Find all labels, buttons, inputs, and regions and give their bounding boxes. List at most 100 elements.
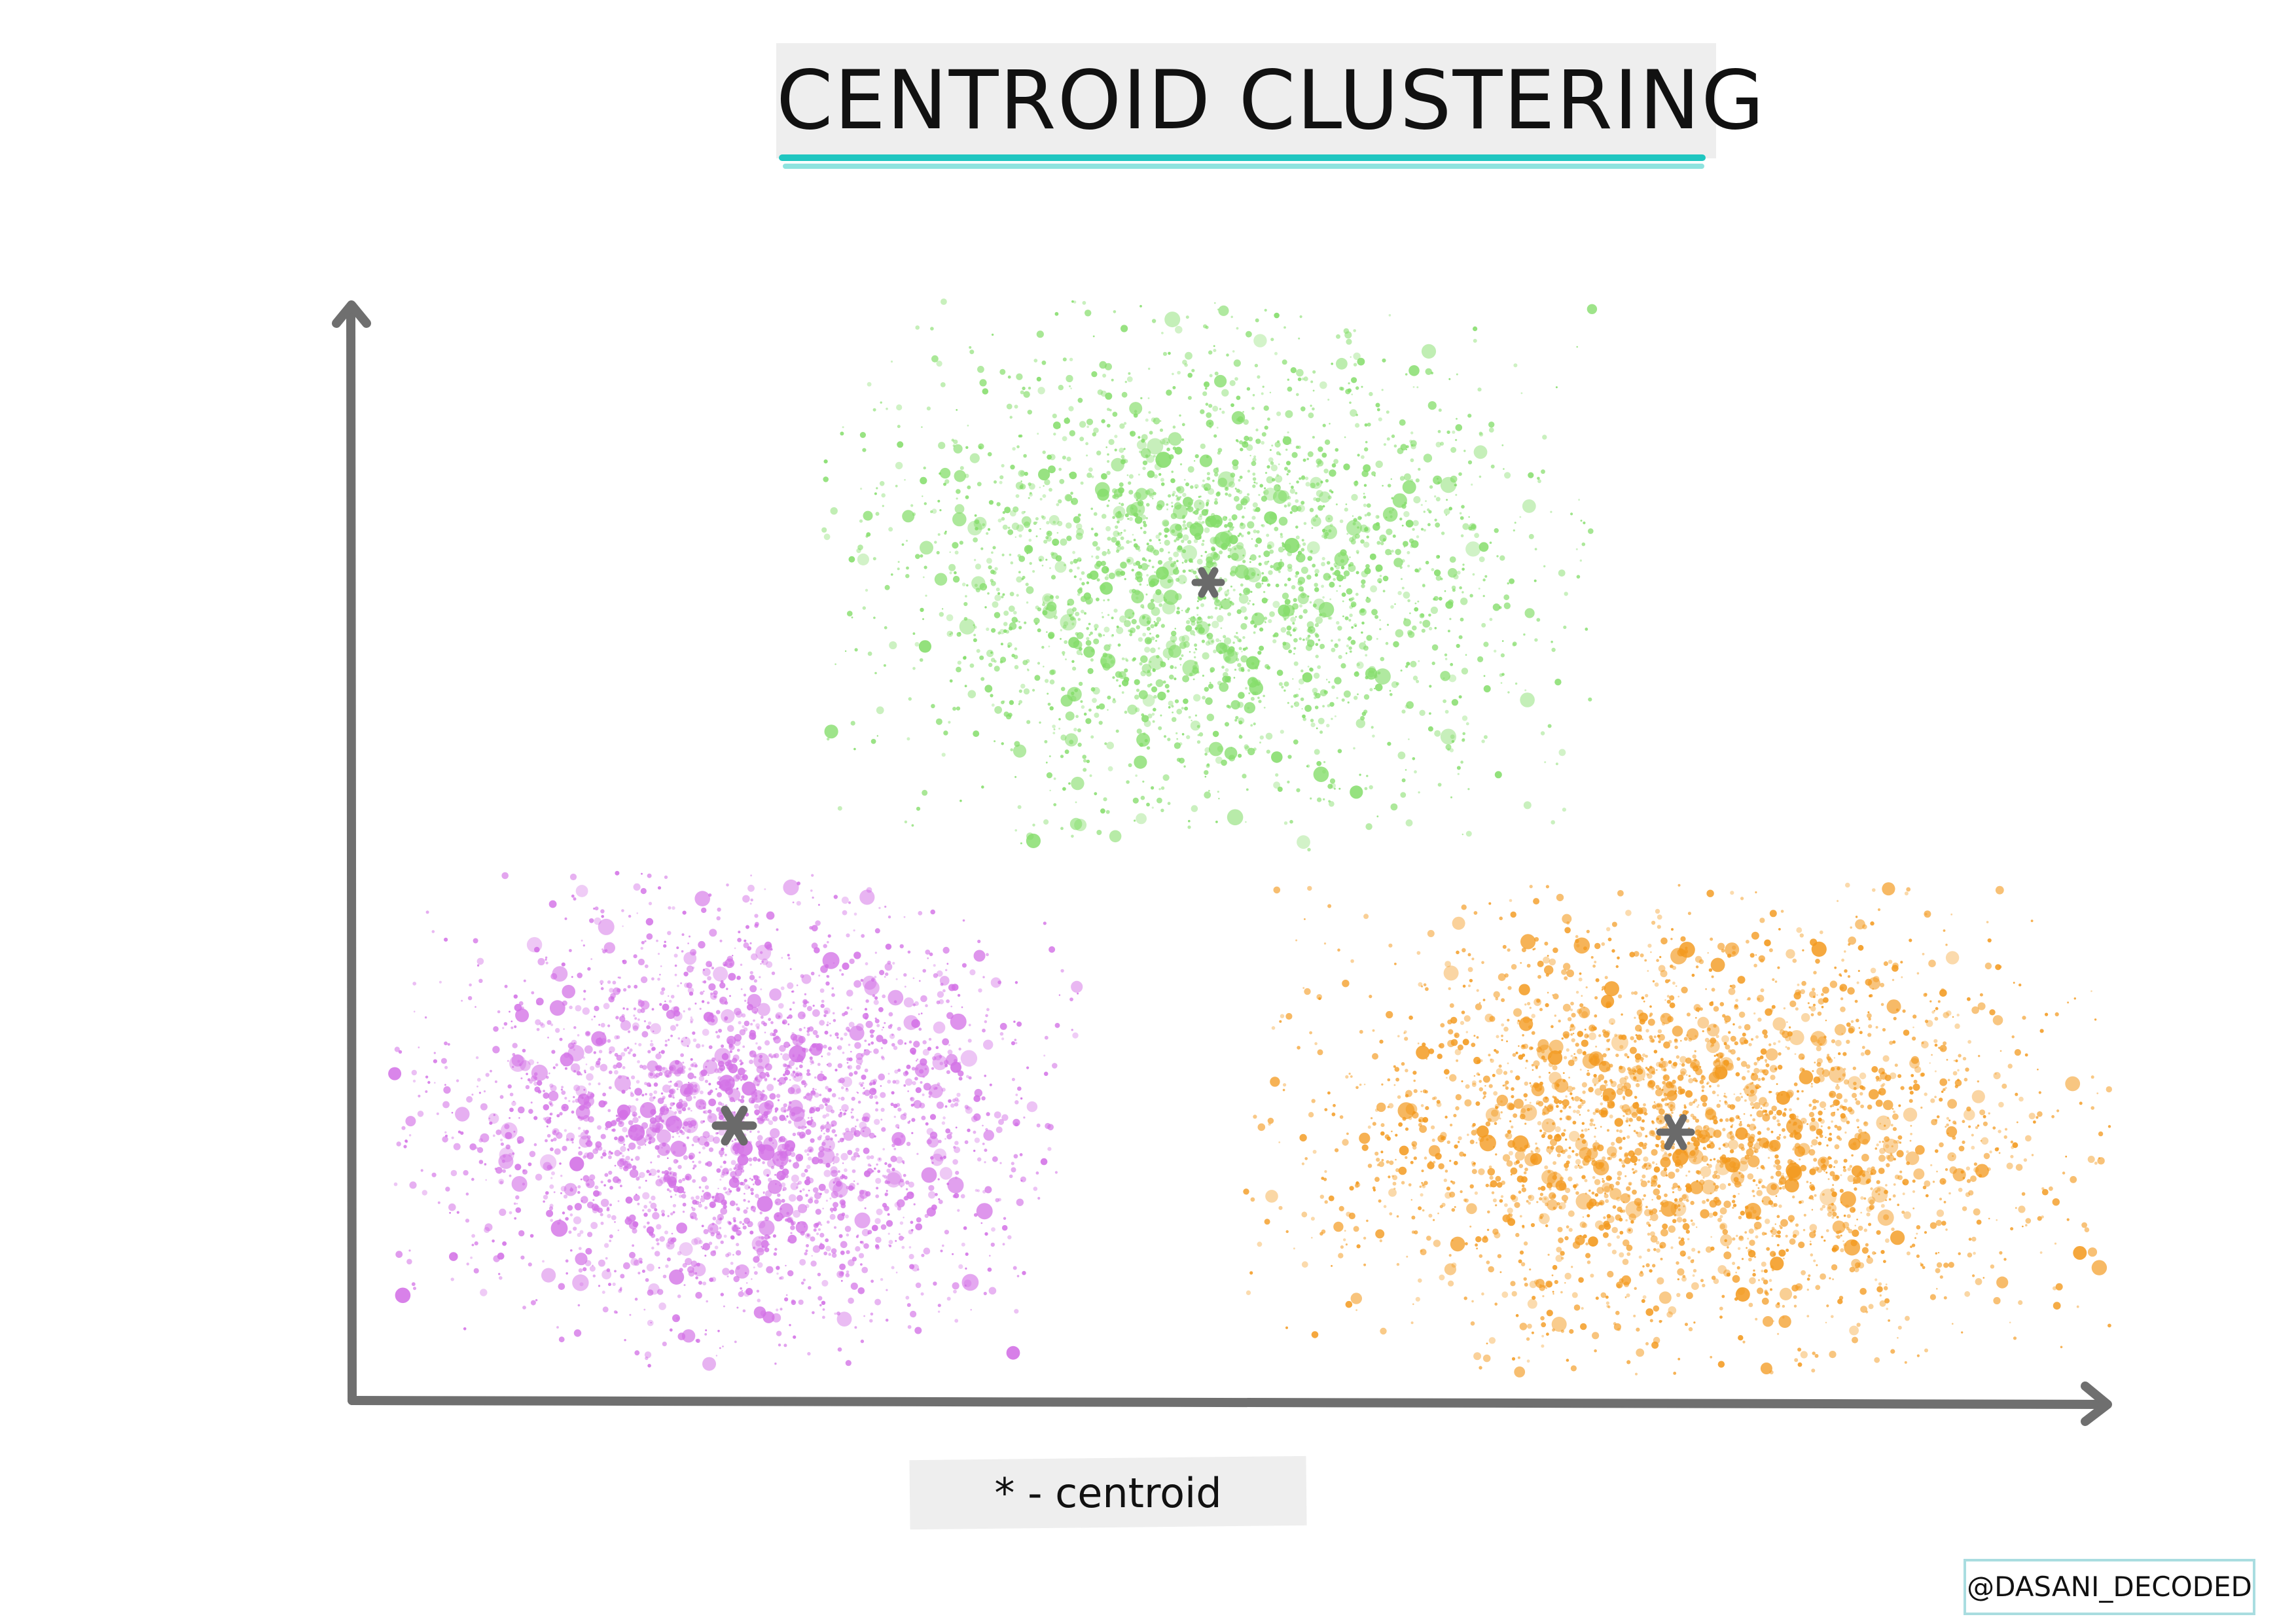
cluster-point <box>1386 437 1390 441</box>
cluster-point <box>1214 472 1219 477</box>
cluster-point <box>1159 428 1164 432</box>
cluster-point <box>1429 712 1431 715</box>
cluster-point <box>1016 524 1024 532</box>
cluster-point <box>764 1234 770 1240</box>
cluster-point <box>885 943 892 950</box>
cluster-point <box>1361 385 1363 388</box>
cluster-point <box>1310 719 1314 722</box>
cluster-point <box>592 1274 596 1277</box>
cluster-point <box>655 1065 658 1069</box>
cluster-point <box>1236 542 1244 550</box>
cluster-point <box>492 1134 495 1137</box>
cluster-point <box>719 982 726 989</box>
cluster-point <box>1297 550 1302 555</box>
cluster-point <box>1196 614 1199 616</box>
cluster-point <box>663 944 667 948</box>
cluster-point <box>545 958 547 961</box>
cluster-point <box>787 1217 793 1223</box>
cluster-point <box>1016 1198 1024 1206</box>
cluster-point <box>1331 647 1336 652</box>
cluster-point <box>1198 495 1201 498</box>
cluster-point <box>1011 1162 1014 1166</box>
cluster-point <box>965 1252 969 1256</box>
cluster-point <box>999 629 1005 635</box>
cluster-point <box>1479 432 1484 437</box>
cluster-point <box>963 656 967 659</box>
cluster-point <box>1234 547 1237 550</box>
cluster-point <box>1247 602 1250 605</box>
cluster-point <box>640 1008 645 1013</box>
cluster-point <box>1391 549 1394 553</box>
cluster-point <box>783 1103 787 1108</box>
cluster-point <box>1119 685 1121 687</box>
cluster-point <box>1455 424 1463 431</box>
cluster-point <box>1096 830 1102 835</box>
cluster-point <box>804 1252 808 1256</box>
cluster-point <box>1221 410 1225 414</box>
cluster-point <box>922 1093 925 1096</box>
cluster-point <box>1236 327 1239 330</box>
cluster-point <box>678 1179 683 1183</box>
cluster-point <box>1481 740 1485 743</box>
cluster-point <box>577 1093 590 1106</box>
cluster-point <box>1049 789 1051 792</box>
cluster-point <box>1187 372 1193 378</box>
cluster-point <box>1310 476 1323 490</box>
cluster-point <box>819 1242 823 1245</box>
cluster-point <box>1328 800 1331 803</box>
cluster-point <box>1097 488 1109 501</box>
cluster-point <box>1237 418 1241 421</box>
cluster-point <box>680 1053 684 1058</box>
cluster-point <box>867 651 872 656</box>
cluster-point <box>586 1183 590 1186</box>
cluster-point <box>1337 626 1342 631</box>
cluster-point <box>1287 577 1291 582</box>
cluster-point <box>1113 609 1118 613</box>
cluster-point <box>600 1023 605 1027</box>
cluster-point <box>903 1217 905 1219</box>
cluster-point <box>1181 707 1184 710</box>
cluster-point <box>1047 1124 1054 1131</box>
cluster-point <box>815 920 821 926</box>
cluster-point <box>1170 478 1175 484</box>
cluster-point <box>729 995 731 997</box>
cluster-point <box>1063 621 1069 626</box>
cluster-point <box>520 1255 525 1260</box>
cluster-point <box>1204 527 1210 533</box>
cluster-point <box>913 1203 916 1205</box>
cluster-point <box>541 1268 556 1283</box>
cluster-point <box>583 944 585 947</box>
cluster-point <box>1214 606 1218 610</box>
cluster-point <box>1098 633 1103 638</box>
cluster-point <box>978 988 982 993</box>
cluster-point <box>700 1090 704 1095</box>
cluster-point <box>1438 596 1443 601</box>
cluster-point <box>1141 563 1149 571</box>
cluster-point <box>1214 498 1218 501</box>
cluster-point <box>1176 610 1180 615</box>
cluster-point <box>1117 532 1120 535</box>
cluster-point <box>825 1086 829 1090</box>
cluster-point <box>1212 479 1215 482</box>
cluster-point <box>1017 805 1022 810</box>
cluster-point <box>1456 643 1460 649</box>
cluster-point <box>919 658 924 662</box>
cluster-point <box>1202 652 1210 660</box>
cluster-point <box>1190 630 1195 635</box>
cluster-point <box>1168 351 1171 355</box>
cluster-point <box>509 1107 514 1113</box>
cluster-point <box>726 1145 728 1147</box>
cluster-point <box>1064 640 1068 644</box>
cluster-point <box>827 1062 832 1067</box>
cluster-point <box>628 914 632 918</box>
cluster-point <box>1072 550 1075 554</box>
cluster-point <box>1247 521 1255 529</box>
cluster-point <box>1253 529 1257 533</box>
cluster-point <box>878 1158 881 1160</box>
cluster-point <box>744 999 747 1003</box>
cluster-point <box>687 1120 692 1125</box>
cluster-point <box>676 1088 679 1090</box>
cluster-point <box>692 1031 696 1035</box>
cluster-point <box>787 1270 794 1277</box>
cluster-point <box>961 582 966 586</box>
